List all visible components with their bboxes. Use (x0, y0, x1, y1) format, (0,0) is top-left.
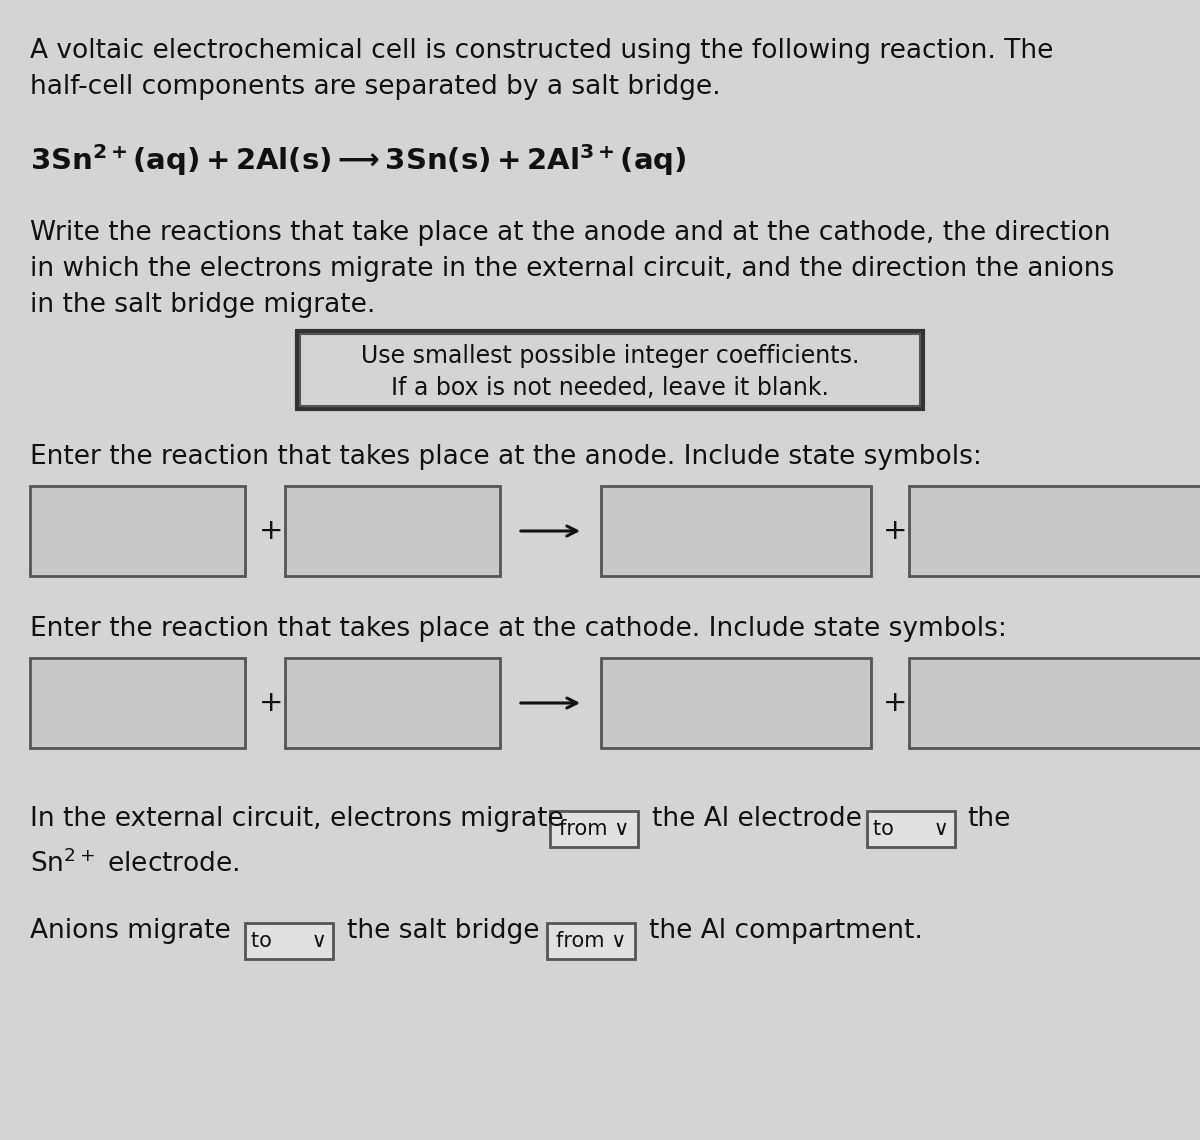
Bar (286, 658, 500, 748)
Text: Anions migrate: Anions migrate (30, 918, 230, 944)
Text: to      ∨: to ∨ (251, 931, 326, 951)
Bar (866, 811, 955, 847)
Bar (298, 331, 923, 409)
Bar (286, 486, 500, 576)
Text: In the external circuit, electrons migrate: In the external circuit, electrons migra… (30, 806, 564, 832)
Text: Enter the reaction that takes place at the anode. Include state symbols:: Enter the reaction that takes place at t… (30, 443, 982, 470)
Text: +: + (883, 689, 907, 717)
Text: the Al electrode: the Al electrode (652, 806, 862, 832)
Text: the Al compartment.: the Al compartment. (649, 918, 923, 944)
Text: +: + (259, 689, 283, 717)
Text: to      ∨: to ∨ (874, 819, 949, 839)
Bar (601, 486, 871, 576)
Text: $\mathbf{3Sn^{2+}(aq) + 2Al(s)\longrightarrow 3Sn(s) + 2Al^{3+}(aq)}$: $\mathbf{3Sn^{2+}(aq) + 2Al(s)\longright… (30, 142, 686, 178)
Text: in which the electrons migrate in the external circuit, and the direction the an: in which the electrons migrate in the ex… (30, 256, 1115, 282)
Text: from ∨: from ∨ (556, 931, 626, 951)
Text: Use smallest possible integer coefficients.: Use smallest possible integer coefficien… (361, 344, 859, 368)
Bar (910, 658, 1200, 748)
Text: +: + (883, 518, 907, 545)
Bar (300, 334, 920, 406)
Bar (601, 658, 871, 748)
Text: from ∨: from ∨ (559, 819, 629, 839)
Text: +: + (259, 518, 283, 545)
Text: Enter the reaction that takes place at the cathode. Include state symbols:: Enter the reaction that takes place at t… (30, 616, 1007, 642)
Text: Write the reactions that take place at the anode and at the cathode, the directi: Write the reactions that take place at t… (30, 220, 1110, 246)
Text: in the salt bridge migrate.: in the salt bridge migrate. (30, 292, 376, 318)
Bar (550, 811, 638, 847)
Bar (30, 486, 245, 576)
Text: half-cell components are separated by a salt bridge.: half-cell components are separated by a … (30, 74, 721, 100)
Bar (547, 923, 635, 959)
Text: A voltaic electrochemical cell is constructed using the following reaction. The: A voltaic electrochemical cell is constr… (30, 38, 1054, 64)
Text: If a box is not needed, leave it blank.: If a box is not needed, leave it blank. (391, 376, 829, 400)
Text: the: the (967, 806, 1010, 832)
Bar (30, 658, 245, 748)
Text: Sn$^{2+}$ electrode.: Sn$^{2+}$ electrode. (30, 850, 240, 879)
Bar (245, 923, 334, 959)
Text: the salt bridge: the salt bridge (347, 918, 540, 944)
Bar (910, 486, 1200, 576)
